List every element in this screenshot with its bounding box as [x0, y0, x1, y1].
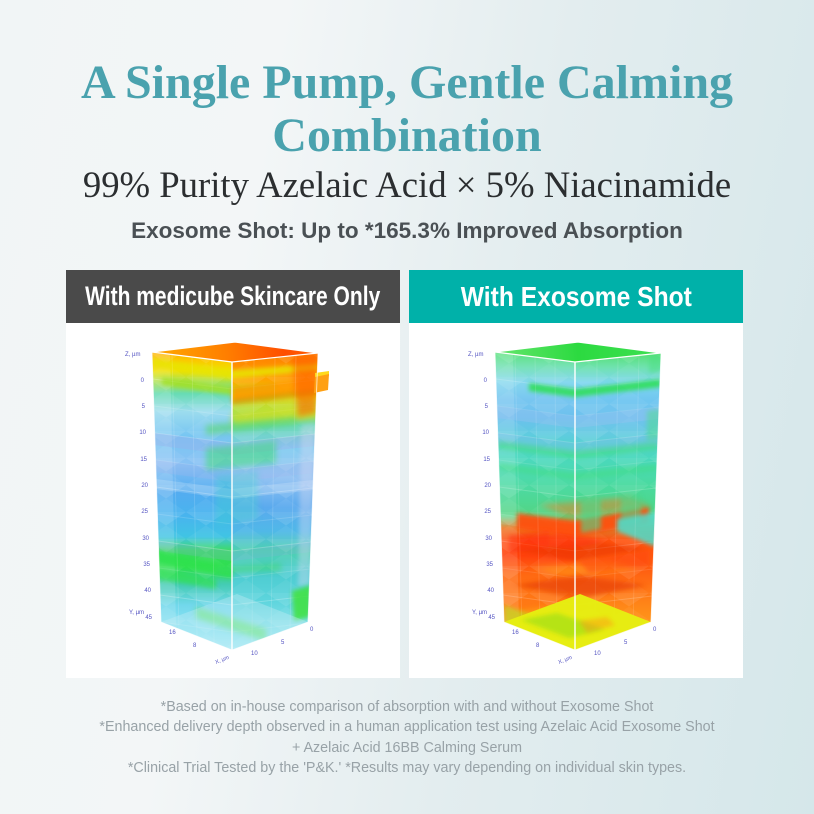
svg-text:0: 0	[310, 627, 314, 633]
svg-text:40: 40	[144, 588, 151, 594]
svg-text:X, µm: X, µm	[558, 655, 574, 666]
svg-text:8: 8	[536, 643, 540, 649]
svg-text:20: 20	[484, 483, 491, 489]
svg-text:X, µm: X, µm	[215, 655, 231, 666]
svg-text:10: 10	[139, 430, 146, 436]
svg-text:5: 5	[281, 640, 285, 646]
svg-text:45: 45	[145, 615, 152, 621]
svg-text:Z, µm: Z, µm	[468, 352, 483, 358]
svg-text:30: 30	[485, 536, 492, 542]
svg-text:10: 10	[482, 430, 489, 436]
svg-text:Z, µm: Z, µm	[125, 352, 140, 358]
svg-text:5: 5	[485, 404, 489, 410]
svg-text:5: 5	[142, 404, 146, 410]
svg-text:10: 10	[251, 651, 258, 657]
svg-text:Y, µm: Y, µm	[472, 610, 487, 616]
svg-text:30: 30	[142, 536, 149, 542]
svg-text:16: 16	[169, 630, 176, 636]
svg-text:25: 25	[141, 509, 148, 515]
svg-text:16: 16	[512, 630, 519, 636]
svg-text:5: 5	[624, 640, 628, 646]
svg-text:15: 15	[140, 457, 147, 463]
svg-text:8: 8	[193, 643, 197, 649]
svg-text:20: 20	[141, 483, 148, 489]
svg-text:0: 0	[141, 378, 145, 384]
svg-text:Y, µm: Y, µm	[129, 610, 144, 616]
svg-text:0: 0	[484, 378, 488, 384]
svg-text:0: 0	[653, 627, 657, 633]
svg-text:15: 15	[483, 457, 490, 463]
svg-text:45: 45	[488, 615, 495, 621]
svg-text:10: 10	[594, 651, 601, 657]
svg-text:35: 35	[143, 562, 150, 568]
svg-text:40: 40	[487, 588, 494, 594]
svg-text:35: 35	[486, 562, 493, 568]
svg-text:25: 25	[484, 509, 491, 515]
